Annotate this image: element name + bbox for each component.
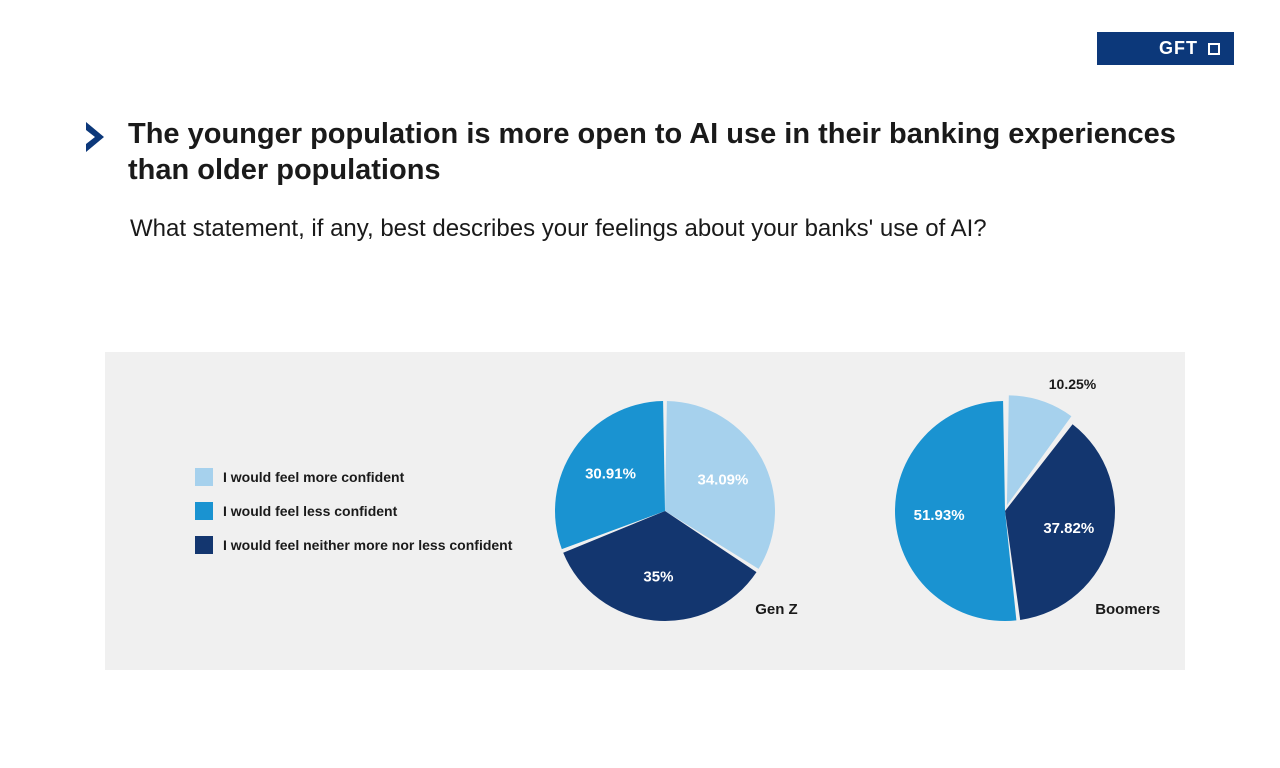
pie-group-name: Gen Z <box>755 601 798 618</box>
legend-swatch <box>195 502 213 520</box>
legend-item: I would feel neither more nor less confi… <box>195 536 525 554</box>
legend-item: I would feel more confident <box>195 468 525 486</box>
pie-group: 34.09% 35% 30.91% Gen Z <box>525 371 805 651</box>
slice-label: 37.82% <box>1043 520 1094 537</box>
chart-panel: I would feel more confident I would feel … <box>105 352 1185 670</box>
logo-text: GFT <box>1159 38 1198 59</box>
legend-label: I would feel neither more nor less confi… <box>223 537 512 553</box>
legend: I would feel more confident I would feel … <box>195 468 525 554</box>
legend-label: I would feel less confident <box>223 503 397 519</box>
slice-label: 34.09% <box>697 471 748 488</box>
slice-label-outside: 10.25% <box>1049 376 1096 392</box>
legend-swatch <box>195 536 213 554</box>
pie-group: 10.25%37.82%51.93%Boomers <box>865 371 1145 651</box>
slice-label: 35% <box>643 569 673 586</box>
legend-swatch <box>195 468 213 486</box>
chevron-right-icon <box>80 120 114 154</box>
pie-charts-container: 34.09%35%30.91%Gen Z10.25%37.82%51.93%Bo… <box>525 371 1145 651</box>
slice-label: 30.91% <box>585 466 636 483</box>
pie-group-name: Boomers <box>1095 601 1160 618</box>
header: The younger population is more open to A… <box>80 116 1200 243</box>
logo-square-icon <box>1208 43 1220 55</box>
page-subtitle: What statement, if any, best describes y… <box>130 215 1200 243</box>
legend-label: I would feel more confident <box>223 469 404 485</box>
page-title: The younger population is more open to A… <box>128 116 1200 189</box>
slice-label: 51.93% <box>914 507 965 524</box>
legend-item: I would feel less confident <box>195 502 525 520</box>
brand-logo: GFT <box>1097 32 1234 65</box>
